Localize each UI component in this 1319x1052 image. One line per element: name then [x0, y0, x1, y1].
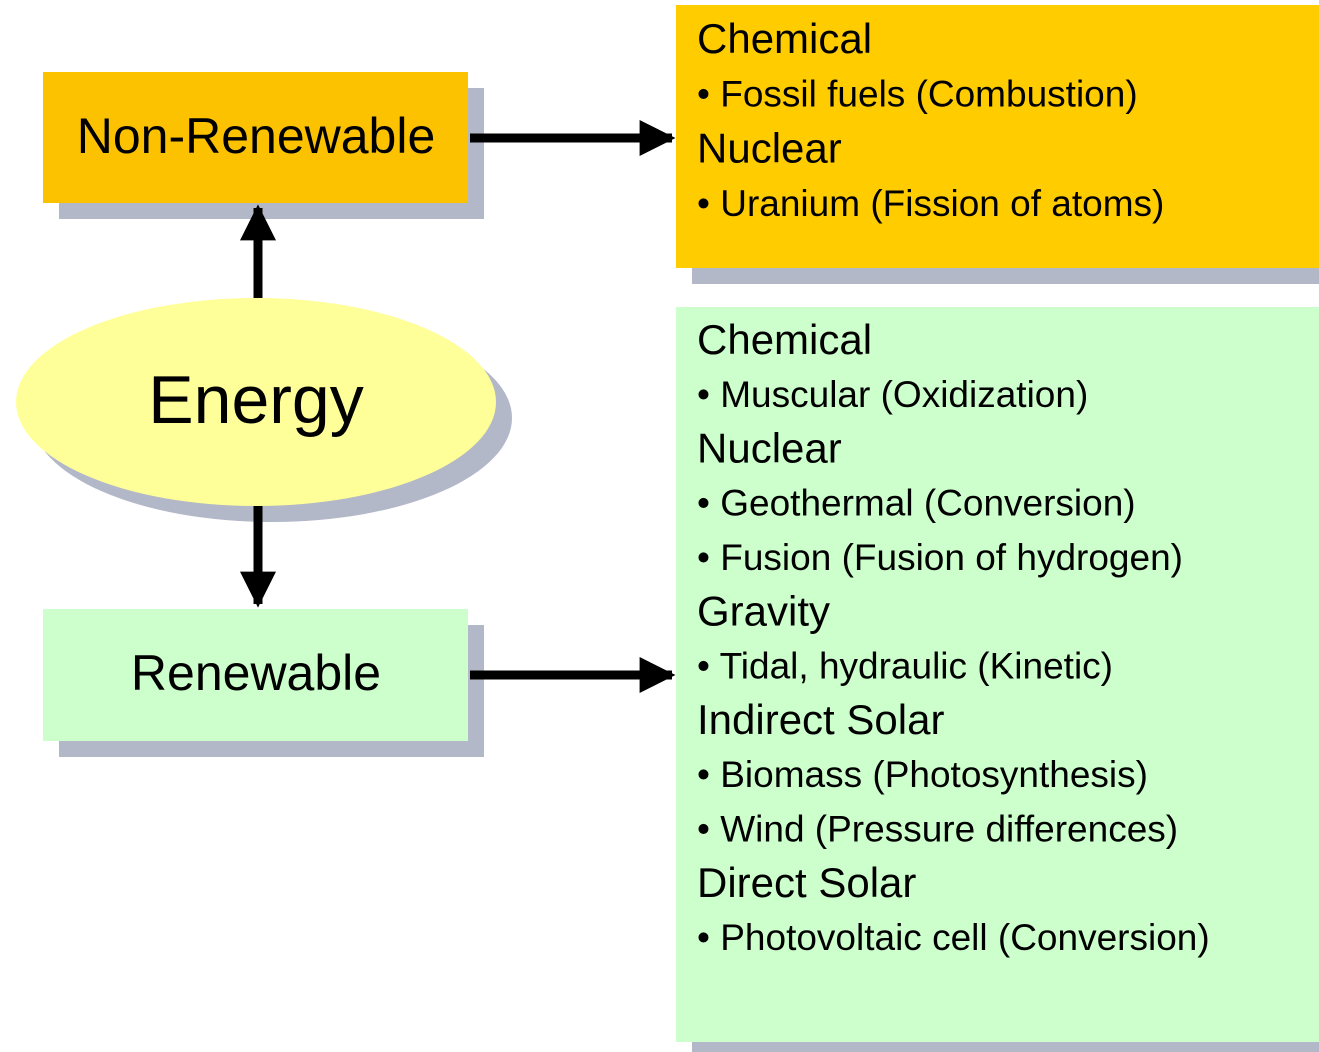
group-heading: Gravity: [697, 588, 830, 635]
list-item: • Geothermal (Conversion): [697, 483, 1136, 524]
center-ellipse: [16, 298, 496, 506]
list-item: • Wind (Pressure differences): [697, 808, 1178, 849]
node-box: [43, 72, 468, 203]
node-label: Non-Renewable: [77, 108, 436, 164]
group-heading: Nuclear: [697, 425, 842, 472]
panel-box: [676, 5, 1319, 268]
group-heading: Nuclear: [697, 124, 842, 171]
list-item: • Tidal, hydraulic (Kinetic): [697, 646, 1113, 687]
node-box: [43, 609, 468, 741]
list-item: • Fusion (Fusion of hydrogen): [697, 537, 1183, 578]
panel-box: [676, 307, 1319, 1042]
group-heading: Indirect Solar: [697, 696, 944, 743]
node-label: Renewable: [131, 645, 381, 701]
list-item: • Photovoltaic cell (Conversion): [697, 917, 1210, 958]
group-heading: Direct Solar: [697, 859, 916, 906]
list-item: • Fossil fuels (Combustion): [697, 73, 1138, 114]
list-item: • Biomass (Photosynthesis): [697, 754, 1148, 795]
list-item: • Uranium (Fission of atoms): [697, 183, 1164, 224]
group-heading: Chemical: [697, 316, 872, 363]
center-label: Energy: [148, 362, 363, 438]
list-item: • Muscular (Oxidization): [697, 374, 1088, 415]
group-heading: Chemical: [697, 15, 872, 62]
